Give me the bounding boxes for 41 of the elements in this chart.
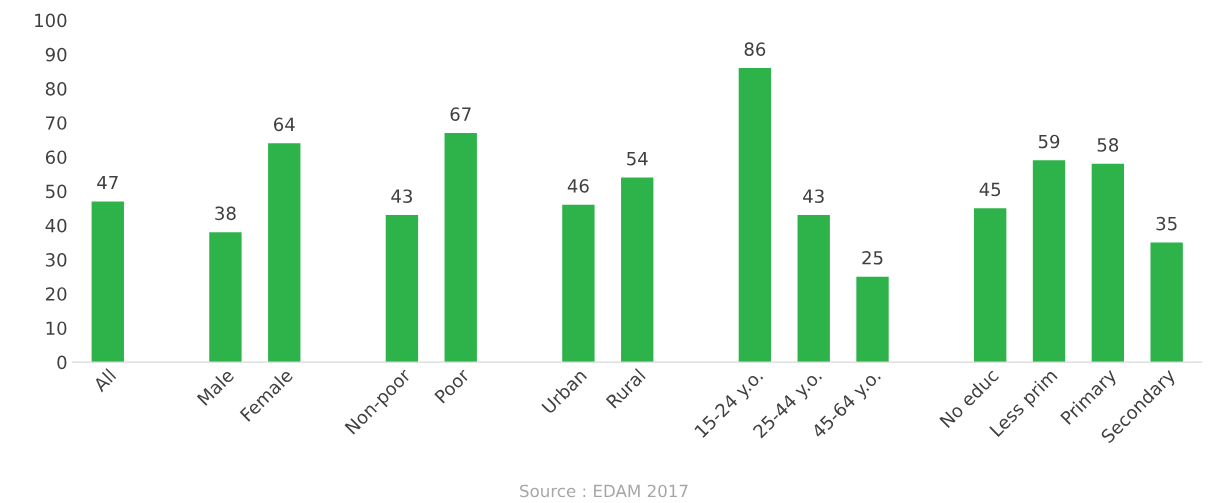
data-label: 58 (1097, 138, 1119, 152)
y-tick-label: 50 (46, 184, 67, 199)
bar (1032, 160, 1066, 363)
data-label: 86 (744, 42, 766, 56)
bar (856, 276, 889, 363)
bar (91, 201, 124, 363)
bar (797, 215, 830, 363)
data-label: 25 (862, 250, 883, 265)
bar (444, 132, 477, 363)
y-tick-label: 0 (57, 355, 67, 370)
bar (974, 208, 1007, 363)
x-tick-label: All (92, 368, 117, 393)
bar (562, 204, 595, 363)
y-tick-label: 20 (45, 287, 67, 301)
y-tick-label: 40 (45, 218, 67, 233)
data-label: 43 (803, 189, 824, 204)
y-tick-label: 80 (45, 81, 67, 96)
data-label: 64 (274, 117, 295, 132)
data-label: 46 (567, 179, 589, 193)
data-label: 43 (391, 189, 412, 204)
y-tick-label: 10 (46, 321, 67, 336)
data-label: 45 (979, 182, 1001, 197)
data-label: 67 (450, 107, 471, 121)
source-note: Source : EDAM 2017 (520, 484, 688, 498)
data-label: 47 (97, 175, 118, 190)
bar (1150, 242, 1183, 363)
bar (209, 232, 242, 363)
data-label: 35 (1156, 216, 1177, 231)
bar (268, 143, 301, 363)
data-label: 54 (627, 151, 648, 166)
bar (1091, 163, 1125, 363)
y-tick-label: 70 (46, 116, 67, 130)
y-tick-label: 30 (46, 253, 67, 267)
y-tick-label: 100 (35, 13, 67, 28)
bar (621, 177, 654, 363)
bar (738, 68, 772, 363)
data-label: 38 (215, 206, 236, 221)
y-tick-label: 90 (45, 47, 67, 62)
data-label: 59 (1038, 134, 1060, 149)
bar (385, 215, 419, 363)
y-tick-label: 60 (45, 150, 67, 165)
